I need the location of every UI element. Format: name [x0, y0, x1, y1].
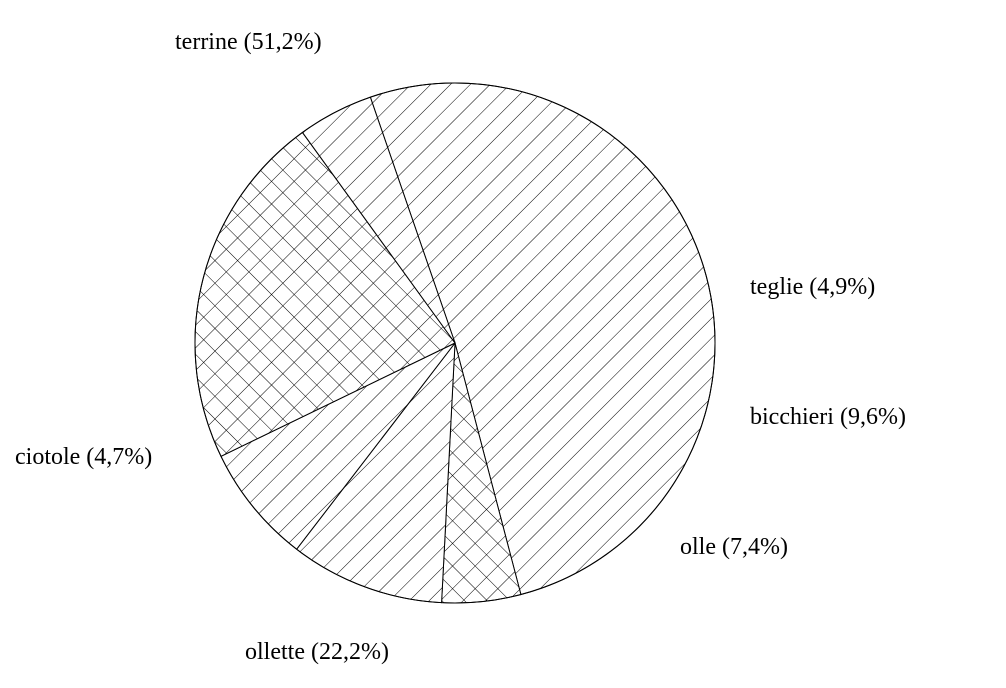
pie-label-bicchieri: bicchieri (9,6%) [750, 405, 906, 429]
pie-chart-stage: terrine (51,2%) teglie (4,9%) bicchieri (9… [0, 0, 1006, 688]
pie-chart-svg [0, 0, 1006, 688]
pie-label-teglie: teglie (4,9%) [750, 275, 875, 299]
pie-label-olle: olle (7,4%) [680, 535, 788, 559]
pie-label-ciotole: ciotole (4,7%) [15, 445, 152, 469]
pie-label-ollette: ollette (22,2%) [245, 640, 389, 664]
pie-label-terrine: terrine (51,2%) [175, 30, 322, 54]
